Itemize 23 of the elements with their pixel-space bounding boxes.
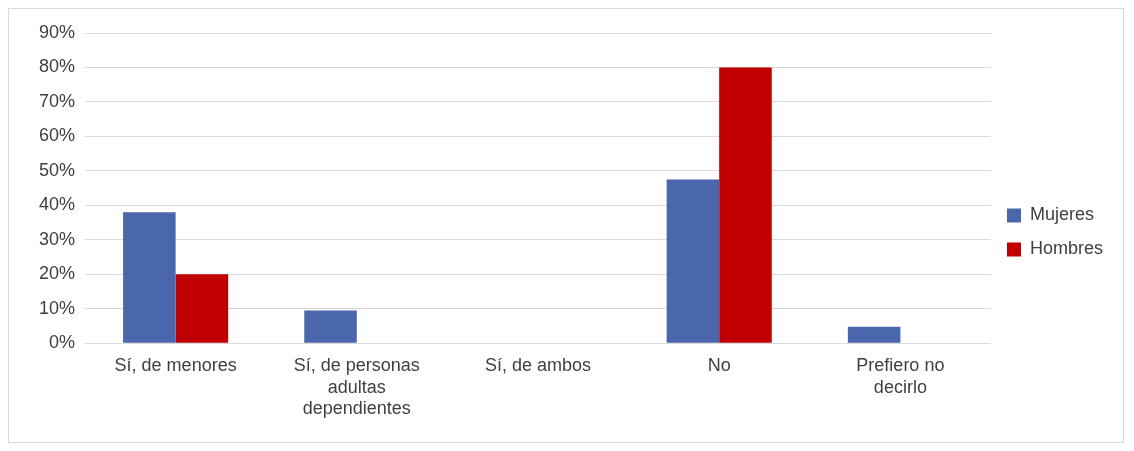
bar [719,67,772,343]
y-tick-label: 30% [39,228,76,249]
legend-label: Hombres [1029,238,1104,259]
y-tick-label: 0% [49,332,76,353]
y-tick-label: 20% [39,263,76,284]
y-tick-label: 80% [39,56,76,77]
bar [304,310,357,343]
x-tick-label: Sí, de menores [114,354,237,375]
y-tick-label: 90% [39,21,76,42]
x-tick-label: Sí, de ambos [484,354,592,375]
bar [175,274,229,343]
y-tick-label: 10% [39,297,76,318]
legend-label: Mujeres [1029,204,1095,225]
bar [666,179,720,343]
x-tick-label: No [707,354,731,375]
y-tick-label: 70% [39,90,76,111]
x-tick-label: Sí, de personas adultas dependientes [293,354,420,419]
bar [123,212,176,343]
x-tick-label: Prefiero no decirlo [856,354,945,397]
bar [847,326,901,343]
y-tick-label: 60% [39,125,76,146]
y-tick-label: 40% [39,194,76,215]
y-tick-label: 50% [39,159,76,180]
